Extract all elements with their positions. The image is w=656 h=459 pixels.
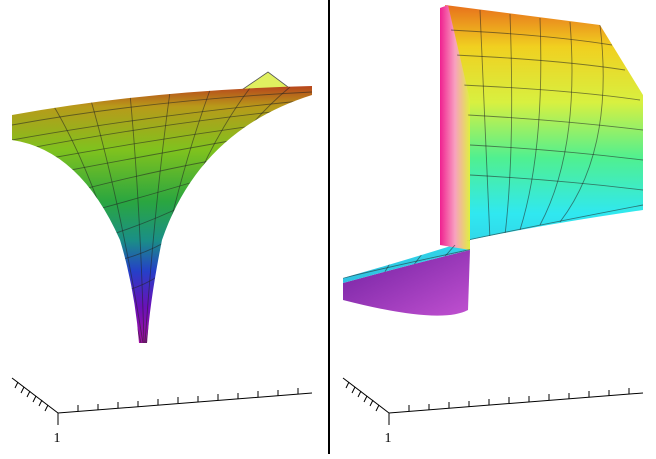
right-axes bbox=[342, 377, 644, 425]
left-surface bbox=[12, 71, 312, 343]
axis-label: 1 bbox=[54, 431, 61, 446]
right-surface bbox=[343, 5, 643, 316]
axis-label: 1 bbox=[385, 431, 392, 446]
left-axes bbox=[11, 377, 313, 425]
